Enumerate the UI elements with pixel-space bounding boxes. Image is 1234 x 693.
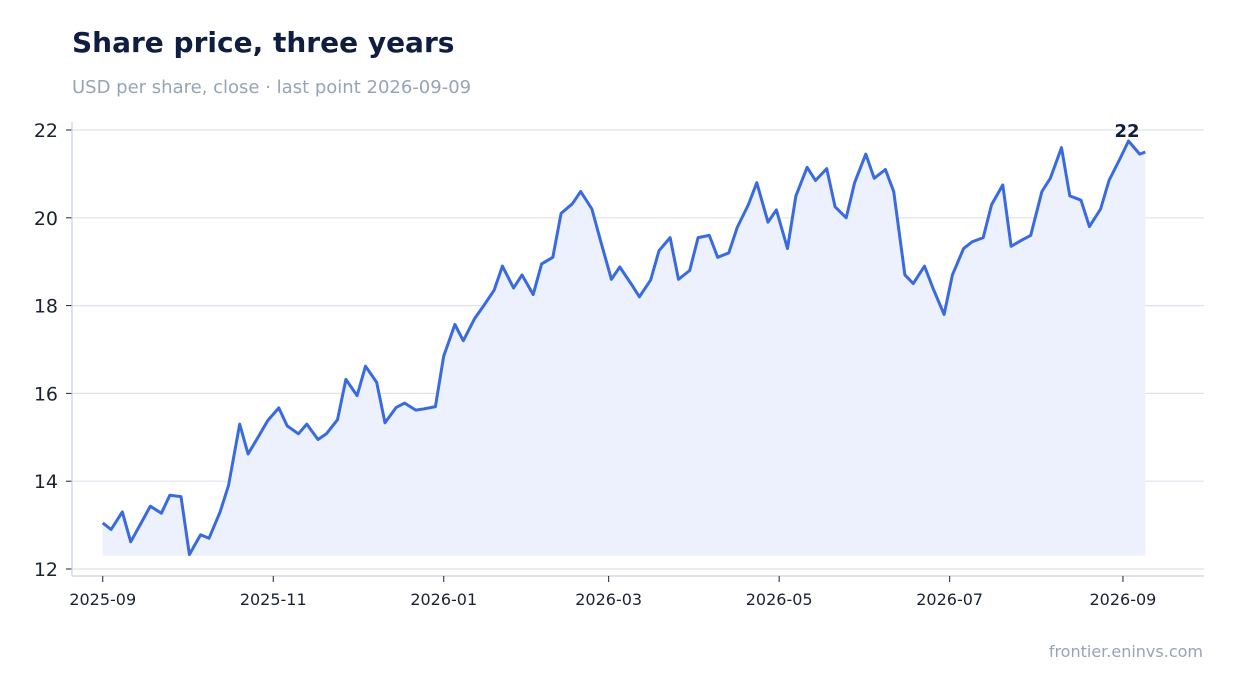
y-tick-label: 20 bbox=[34, 208, 58, 230]
x-tick-label: 2025-09 bbox=[69, 590, 136, 609]
tick-labels: 12 14 16 18 20 22 2025-09 2025-11 2026-01 2026-03… bbox=[34, 120, 1157, 609]
price-line bbox=[101, 139, 1146, 556]
y-tick-label: 18 bbox=[34, 296, 58, 318]
price-area-fill bbox=[102, 141, 1146, 556]
chart-title: Share price, three years bbox=[72, 26, 455, 59]
y-tick-label: 16 bbox=[34, 383, 58, 405]
y-tick-label: 22 bbox=[34, 120, 58, 142]
y-tick-label: 12 bbox=[34, 559, 58, 581]
x-tick-label: 2026-07 bbox=[916, 590, 983, 609]
axes bbox=[66, 122, 1204, 582]
y-tick-label: 14 bbox=[34, 471, 58, 493]
x-tick-label: 2026-03 bbox=[575, 590, 642, 609]
chart-subtitle: USD per share, close · last point 2026-0… bbox=[72, 77, 472, 98]
x-tick-label: 2026-05 bbox=[746, 590, 813, 609]
x-tick-label: 2025-11 bbox=[240, 590, 307, 609]
source-credit: frontier.eninvs.com bbox=[1048, 642, 1203, 661]
x-tick-label: 2026-01 bbox=[410, 590, 477, 609]
last-value-label: 22 bbox=[1114, 121, 1139, 142]
x-tick-label: 2026-09 bbox=[1090, 590, 1157, 609]
